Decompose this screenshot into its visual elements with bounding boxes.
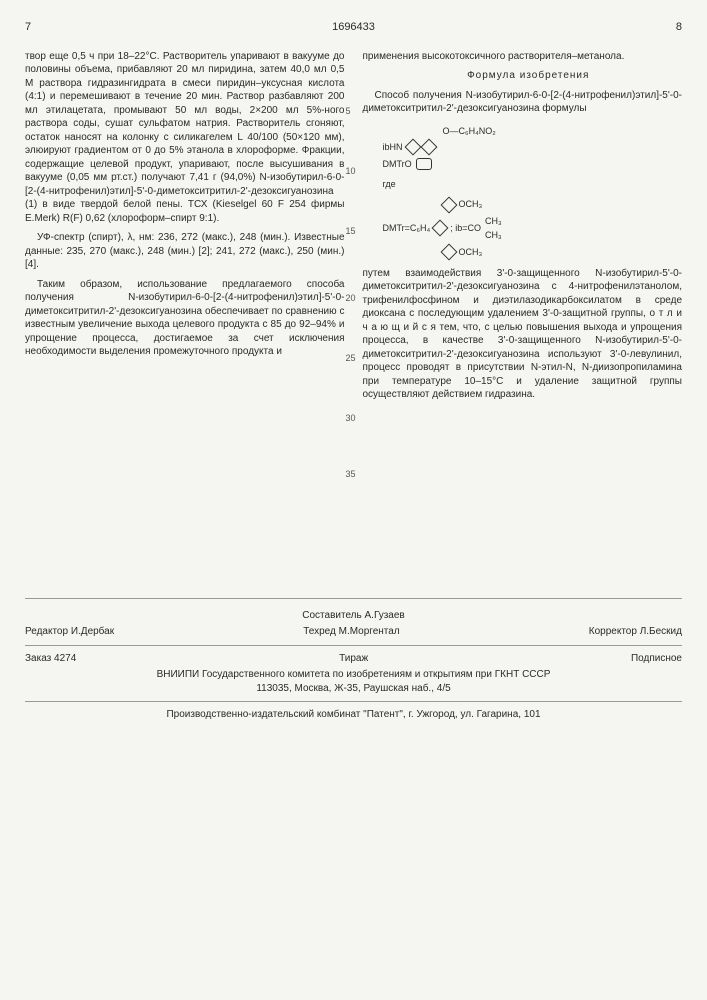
right-para-2: Способ получения N-изобутирил-6-0-[2-(4-… bbox=[363, 89, 683, 116]
formula-dmtr: DMTr=C₆H₄ bbox=[383, 221, 431, 235]
footer-corrector: Корректор Л.Бескид bbox=[589, 625, 682, 639]
footer: Составитель А.Гузаев Редактор И.Дербак Т… bbox=[25, 598, 682, 722]
ring-icon bbox=[416, 158, 432, 170]
footer-techred: Техред М.Моргентал bbox=[303, 625, 399, 639]
left-para-1: твор еще 0,5 ч при 18–22°С. Растворитель… bbox=[25, 50, 345, 226]
formula-title: Формула изобретения bbox=[363, 69, 683, 83]
ring-icon bbox=[404, 139, 421, 156]
line-mark: 15 bbox=[346, 225, 356, 237]
ring-icon bbox=[440, 243, 457, 260]
right-para-1: применения высокотоксичного растворителя… bbox=[363, 50, 683, 64]
formula-och3-2: OCH₃ bbox=[459, 245, 483, 259]
footer-addr: 113035, Москва, Ж-35, Раушская наб., 4/5 bbox=[25, 682, 682, 696]
formula-och3: OCH₃ bbox=[459, 197, 483, 211]
line-mark: 5 bbox=[346, 105, 351, 117]
formula-ib: ; ib=CO bbox=[450, 221, 481, 235]
footer-order: Заказ 4274 bbox=[25, 652, 76, 666]
doc-number: 1696433 bbox=[31, 20, 676, 35]
line-mark: 20 bbox=[346, 292, 356, 304]
page-num-right: 8 bbox=[676, 20, 682, 35]
formula-where: где bbox=[383, 179, 396, 189]
right-para-3: путем взаимодействия 3'-0-защищенного N-… bbox=[363, 267, 683, 402]
footer-podpis: Подписное bbox=[631, 652, 682, 666]
ring-icon bbox=[420, 139, 437, 156]
footer-composer: Составитель А.Гузаев bbox=[25, 609, 682, 623]
left-para-2: УФ-спектр (спирт), λ, нм: 236, 272 (макс… bbox=[25, 231, 345, 272]
line-mark: 25 bbox=[346, 352, 356, 364]
footer-prod: Производственно-издательский комбинат "П… bbox=[25, 708, 682, 722]
right-column: применения высокотоксичного растворителя… bbox=[363, 50, 683, 408]
formula-ch3a: CH₃ bbox=[485, 214, 502, 228]
line-mark: 10 bbox=[346, 165, 356, 177]
chemical-formula: O—C₆H₄NO₂ ibHN DMTrO где OCH₃ bbox=[383, 124, 683, 259]
formula-line-2: ibHN bbox=[383, 140, 403, 154]
ring-icon bbox=[432, 220, 449, 237]
footer-editor: Редактор И.Дербак bbox=[25, 625, 114, 639]
formula-line-1: O—C₆H₄NO₂ bbox=[443, 124, 496, 138]
left-para-3: Таким образом, использование предлагаемо… bbox=[25, 278, 345, 359]
footer-tirazh: Тираж bbox=[339, 652, 368, 666]
footer-org: ВНИИПИ Государственного комитета по изоб… bbox=[25, 668, 682, 682]
line-mark: 30 bbox=[346, 412, 356, 424]
ring-icon bbox=[440, 196, 457, 213]
formula-ch3b: CH₃ bbox=[485, 228, 502, 242]
line-mark: 35 bbox=[346, 468, 356, 480]
page-header: 7 1696433 8 bbox=[25, 20, 682, 35]
formula-line-3: DMTrO bbox=[383, 157, 412, 171]
left-column: твор еще 0,5 ч при 18–22°С. Растворитель… bbox=[25, 50, 345, 408]
